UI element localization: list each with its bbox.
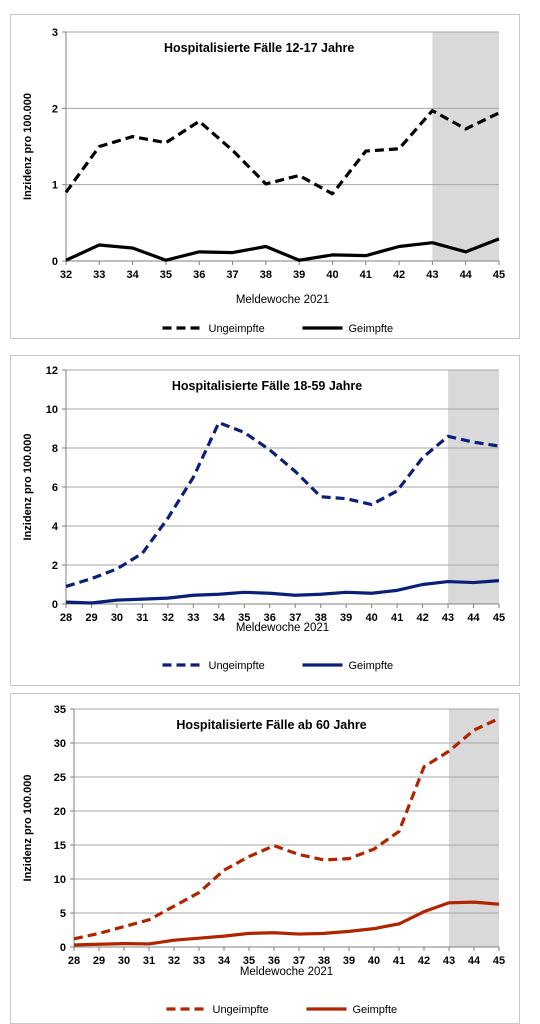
- y-tick-label: 0: [60, 942, 66, 954]
- x-tick-label: 33: [193, 955, 205, 967]
- legend-label-ungeimpfte: Ungeimpfte: [213, 1004, 269, 1016]
- x-axis-label: Meldewoche 2021: [240, 966, 333, 978]
- y-tick-label: 25: [54, 772, 66, 784]
- y-tick-label: 3: [52, 27, 58, 39]
- shaded-region: [449, 709, 499, 947]
- x-tick-label: 30: [118, 955, 130, 967]
- x-tick-label: 42: [418, 955, 430, 967]
- y-tick-label: 6: [52, 482, 58, 494]
- chart-ab-60: 0 5 10 15 20 25 30 35 28 29 30 31 32 33 34 35 36 37 38 39 40…: [22, 704, 505, 1016]
- y-tick-label: 2: [52, 560, 58, 572]
- series-line-geimpfte: [65, 237, 500, 262]
- chart-panel-12-17: 0 1 2 3 32 33 34 35 36 37 38 39 40 41 42 43 44 45 Hospital…: [10, 14, 520, 339]
- x-tick-label: 37: [289, 612, 301, 624]
- x-tick-label: 34: [218, 955, 231, 967]
- x-tick-label: 29: [93, 955, 105, 967]
- y-axis-label: Inzidenz pro 100.000: [22, 434, 34, 541]
- x-tick-label: 43: [426, 269, 438, 281]
- x-tick-label: 40: [368, 955, 380, 967]
- y-tick-label: 1: [52, 180, 58, 192]
- y-tick-label: 2: [52, 103, 58, 115]
- x-tick-label: 45: [493, 269, 505, 281]
- x-tick-label: 34: [213, 612, 226, 624]
- x-tick-label: 44: [460, 269, 473, 281]
- chart-18-59: 0 2 4 6 8 10 12 28 29 30 31 32 33 34 35 36 37 38 39 40 41 42 4…: [22, 365, 505, 672]
- x-tick-label: 45: [493, 955, 505, 967]
- y-tick-label: 20: [54, 806, 66, 818]
- y-axis-label: Inzidenz pro 100.000: [22, 775, 34, 882]
- chart-12-17: 0 1 2 3 32 33 34 35 36 37 38 39 40 41 42 43 44 45 Hospital…: [22, 27, 505, 335]
- x-tick-label: 31: [143, 955, 155, 967]
- x-tick-label: 35: [160, 269, 172, 281]
- series-line-geimpfte: [73, 900, 500, 947]
- x-tick-label: 44: [467, 612, 480, 624]
- y-tick-label: 8: [52, 443, 58, 455]
- x-tick-label: 37: [293, 955, 305, 967]
- x-tick-label: 43: [443, 955, 455, 967]
- x-tick-label: 32: [168, 955, 180, 967]
- x-tick-label: 38: [260, 269, 272, 281]
- x-tick-label: 34: [126, 269, 139, 281]
- x-tick-label: 33: [187, 612, 199, 624]
- x-tick-label: 36: [268, 955, 280, 967]
- x-tick-label: 42: [416, 612, 428, 624]
- x-tick-label: 39: [343, 955, 355, 967]
- x-tick-label: 29: [85, 612, 97, 624]
- x-tick-label: 30: [111, 612, 123, 624]
- series-line-geimpfte: [65, 579, 500, 605]
- shaded-region: [432, 32, 499, 261]
- x-tick-label: 41: [360, 269, 372, 281]
- legend-label-geimpfte: Geimpfte: [349, 323, 394, 335]
- chart-title: Hospitalisierte Fälle 18-59 Jahre: [172, 379, 362, 393]
- x-tick-label: 38: [318, 955, 330, 967]
- y-tick-label: 10: [54, 874, 66, 886]
- series-line-ungeimpfte: [64, 109, 500, 196]
- x-axis-label: Meldewoche 2021: [236, 294, 329, 306]
- legend-label-ungeimpfte: Ungeimpfte: [209, 660, 265, 672]
- series-line-ungeimpfte: [73, 717, 500, 941]
- x-tick-label: 32: [162, 612, 174, 624]
- chart-title: Hospitalisierte Fälle ab 60 Jahre: [176, 718, 366, 732]
- x-tick-label: 28: [68, 955, 80, 967]
- y-tick-label: 12: [46, 365, 58, 377]
- x-tick-label: 32: [60, 269, 72, 281]
- chart-panel-ab-60: 0 5 10 15 20 25 30 35 28 29 30 31 32 33 34 35 36 37 38 39 40…: [10, 693, 520, 1024]
- legend-label-geimpfte: Geimpfte: [349, 660, 394, 672]
- x-tick-label: 41: [393, 955, 405, 967]
- legend-label-ungeimpfte: Ungeimpfte: [209, 323, 265, 335]
- x-tick-label: 28: [60, 612, 72, 624]
- y-tick-label: 0: [52, 256, 58, 268]
- x-tick-label: 44: [468, 955, 481, 967]
- y-tick-label: 5: [60, 908, 66, 920]
- y-tick-label: 0: [52, 599, 58, 611]
- x-tick-label: 35: [243, 955, 255, 967]
- legend-label-geimpfte: Geimpfte: [353, 1004, 398, 1016]
- y-tick-label: 15: [54, 840, 66, 852]
- x-tick-label: 43: [442, 612, 454, 624]
- x-tick-label: 42: [393, 269, 405, 281]
- x-tick-label: 35: [238, 612, 250, 624]
- y-axis-label: Inzidenz pro 100.000: [22, 93, 34, 200]
- series-line-ungeimpfte: [65, 421, 500, 588]
- y-tick-label: 30: [54, 738, 66, 750]
- x-axis-label: Meldewoche 2021: [236, 622, 329, 634]
- x-tick-label: 36: [264, 612, 276, 624]
- y-tick-label: 10: [46, 404, 58, 416]
- x-tick-label: 33: [93, 269, 105, 281]
- x-tick-label: 37: [226, 269, 238, 281]
- y-tick-label: 35: [54, 704, 66, 716]
- x-tick-label: 45: [493, 612, 505, 624]
- x-tick-label: 39: [293, 269, 305, 281]
- x-tick-label: 38: [315, 612, 327, 624]
- chart-panel-18-59: 0 2 4 6 8 10 12 28 29 30 31 32 33 34 35 36 37 38 39 40 41 42 4…: [10, 355, 520, 686]
- chart-title: Hospitalisierte Fälle 12-17 Jahre: [164, 41, 354, 55]
- x-tick-label: 39: [340, 612, 352, 624]
- x-tick-label: 40: [326, 269, 338, 281]
- x-tick-label: 40: [366, 612, 378, 624]
- x-tick-label: 36: [193, 269, 205, 281]
- x-tick-label: 41: [391, 612, 403, 624]
- y-tick-label: 4: [52, 521, 59, 533]
- x-tick-label: 31: [136, 612, 148, 624]
